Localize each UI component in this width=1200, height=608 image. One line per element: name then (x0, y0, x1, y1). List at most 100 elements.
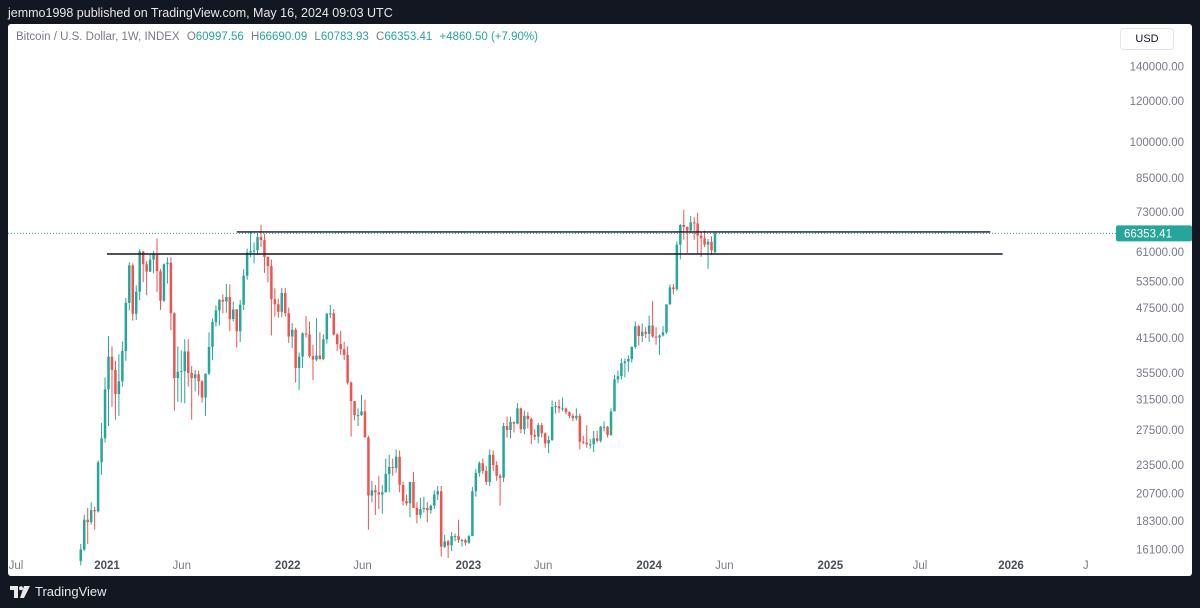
candle-body (519, 408, 523, 430)
low-value: 60783.93 (320, 31, 369, 43)
candle-body (297, 356, 301, 369)
candle-body (439, 491, 443, 547)
candle-body (540, 425, 543, 434)
candle-body (79, 549, 83, 561)
candle-body (710, 241, 713, 251)
candle-body (325, 313, 329, 340)
candle-body (696, 223, 699, 236)
candle-body (675, 244, 679, 290)
candle-body (616, 376, 620, 380)
y-tick-label: 61000.00 (1136, 247, 1184, 259)
candle-body (485, 470, 488, 482)
open-value: 60997.56 (195, 31, 244, 43)
candle-body (249, 251, 252, 253)
y-tick-label: 23500.00 (1136, 460, 1184, 472)
tradingview-logo[interactable]: TradingView (10, 584, 107, 599)
candle-body (668, 287, 672, 305)
candle-body (311, 356, 315, 360)
candle-body (491, 454, 495, 466)
candle-body (117, 381, 121, 395)
x-tick-label: 2026 (998, 560, 1024, 572)
candle-body (93, 510, 96, 512)
candle-body (481, 463, 485, 471)
candle-body (547, 439, 550, 444)
candle-body (346, 354, 349, 383)
candle-body (564, 408, 568, 413)
y-tick-label: 100000.00 (1130, 137, 1184, 149)
open-label: O (186, 31, 196, 43)
candle-body (176, 371, 180, 379)
candle-body (148, 259, 152, 272)
y-tick-label: 35500.00 (1136, 368, 1184, 380)
x-tick-label: 2025 (818, 560, 844, 572)
candle-body (446, 541, 450, 546)
candle-body (228, 297, 232, 320)
candle-body (578, 415, 582, 442)
candle-body (412, 481, 415, 508)
price-chart[interactable]: 66353.41 140000.00 120000.00 100000.00 85000… (8, 24, 1192, 576)
candle-body (131, 265, 135, 314)
candle-body (422, 507, 426, 510)
candle-body (509, 422, 512, 431)
x-tick-label: 2023 (456, 560, 482, 572)
y-tick-label: 31500.00 (1136, 395, 1184, 407)
candle-body (322, 339, 325, 359)
candle-body (426, 507, 429, 511)
last-price-tag (1116, 225, 1192, 242)
high-value: 66690.09 (259, 31, 308, 43)
candle-body (266, 256, 270, 267)
candle-body (689, 222, 692, 231)
candle-body (294, 329, 297, 369)
candle-body (218, 299, 221, 311)
candle-body (557, 406, 561, 409)
candle-body (235, 309, 238, 332)
candle-body (672, 287, 675, 290)
candle-body (686, 226, 689, 231)
candle-body (630, 346, 634, 359)
candle-body (401, 484, 405, 502)
candle-body (665, 304, 668, 333)
candle-body (457, 536, 460, 541)
candle-body (554, 406, 557, 408)
candle-body (89, 510, 93, 523)
candle-body (256, 236, 259, 251)
x-tick-label: Jul (9, 560, 24, 572)
y-tick-label: 41500.00 (1136, 333, 1184, 345)
candle-body (647, 325, 651, 334)
y-tick-label: 120000.00 (1130, 96, 1184, 108)
candle-body (609, 411, 613, 435)
candle-body (103, 389, 107, 439)
candle-body (114, 369, 117, 395)
candle-body (193, 374, 197, 379)
candle-body (488, 454, 491, 482)
candle-body (342, 349, 346, 355)
y-tick-label: 53500.00 (1136, 276, 1184, 288)
x-tick-label: Jun (353, 560, 372, 572)
candle-body (100, 438, 103, 463)
last-price-label: 66353.41 (1124, 228, 1172, 240)
candle-body (301, 333, 304, 357)
candle-body (582, 441, 585, 443)
candle-body (128, 265, 131, 303)
currency-button[interactable]: USD (1120, 28, 1174, 50)
candle-body (304, 333, 308, 335)
x-tick-label: Jul (913, 560, 928, 572)
candle-body (356, 415, 360, 417)
candle-body (245, 252, 249, 276)
chart-panel[interactable]: 66353.41 140000.00 120000.00 100000.00 85000… (8, 24, 1192, 576)
candle-body (232, 309, 235, 320)
x-tick-label: Jun (173, 560, 192, 572)
publication-header: jemmo1998 published on TradingView.com, … (0, 0, 1200, 24)
candle-body (550, 406, 554, 440)
candle-body (453, 536, 457, 538)
candle-body (585, 442, 589, 445)
symbol-legend: Bitcoin / U.S. Dollar, 1W, INDEX O60997.… (16, 31, 538, 43)
candle-body (370, 490, 374, 496)
candle-body (339, 344, 342, 350)
candle-body (290, 329, 294, 337)
low-label: L (314, 31, 321, 43)
candle-body (623, 361, 627, 364)
candle-body (613, 379, 616, 412)
x-tick-label: 2024 (636, 560, 662, 572)
candle-body (599, 426, 602, 441)
